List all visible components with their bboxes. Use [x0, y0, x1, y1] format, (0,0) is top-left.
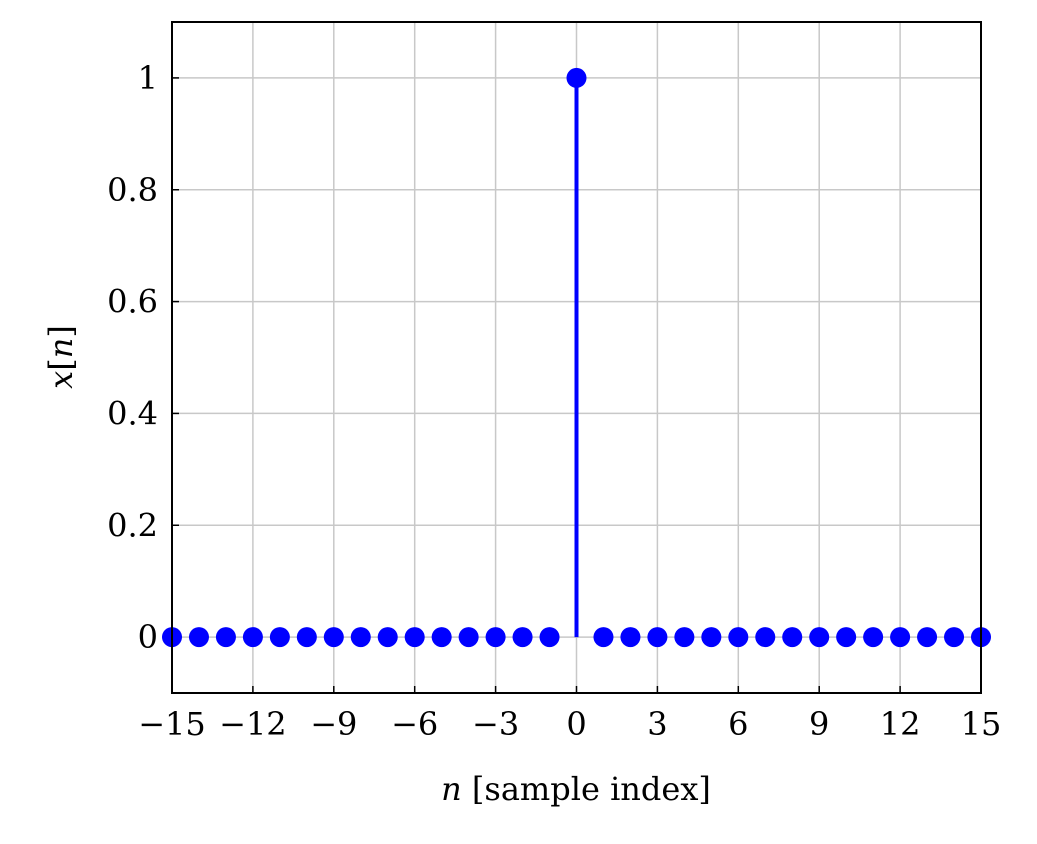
stem-marker: [323, 627, 344, 648]
stem-marker: [944, 627, 965, 648]
y-axis-label-variable: x: [42, 371, 80, 389]
y-tick-label: 0.4: [107, 394, 158, 432]
stem-marker: [458, 627, 479, 648]
stem-marker: [674, 627, 695, 648]
x-tick-label: 9: [809, 705, 829, 743]
x-tick-label: 6: [728, 705, 748, 743]
stem-marker: [350, 627, 371, 648]
y-tick-labels: 0 0.2 0.4 0.6 0.8 1: [107, 59, 158, 656]
y-axis-label-index: n: [42, 338, 80, 359]
markers: [162, 67, 991, 648]
x-tick-label: −3: [472, 705, 519, 743]
y-axis-label-open-bracket: [: [42, 358, 80, 370]
stem-marker: [647, 627, 668, 648]
stem-marker: [512, 627, 533, 648]
x-axis-label-variable: n: [441, 770, 462, 808]
stem-marker: [755, 627, 776, 648]
x-tick-label: −15: [138, 705, 206, 743]
stem-marker: [242, 627, 263, 648]
stem-marker: [296, 627, 317, 648]
stem-marker: [269, 627, 290, 648]
y-tick-label: 0: [138, 618, 158, 656]
stems: [574, 77, 579, 638]
stem-marker: [701, 627, 722, 648]
x-tick-label: 0: [566, 705, 586, 743]
x-tick-label: 3: [647, 705, 667, 743]
y-tick-label: 1: [138, 59, 158, 97]
stem-marker: [377, 627, 398, 648]
y-tick-label: 0.6: [107, 283, 158, 321]
stem-marker: [485, 627, 506, 648]
stem-marker: [215, 627, 236, 648]
stem-marker: [917, 627, 938, 648]
stem-marker: [539, 627, 560, 648]
stem-marker: [404, 627, 425, 648]
stem-marker: [431, 627, 452, 648]
plot-frame: [171, 21, 982, 694]
stem-marker: [593, 627, 614, 648]
stem-marker: [863, 627, 884, 648]
x-tick-label: −6: [391, 705, 438, 743]
x-axis-label-description: [sample index]: [462, 770, 711, 808]
x-tick-label: 12: [880, 705, 921, 743]
y-axis-label-close-bracket: ]: [42, 325, 80, 337]
x-tick-label: −12: [219, 705, 287, 743]
stem-marker: [188, 627, 209, 648]
x-tick-label: −9: [310, 705, 357, 743]
y-tick-label: 0.8: [107, 171, 158, 209]
y-tick-label: 0.2: [107, 506, 158, 544]
stem-marker: [890, 627, 911, 648]
stem-marker: [566, 67, 587, 88]
stem-marker: [836, 627, 857, 648]
x-tick-label: 15: [961, 705, 1002, 743]
x-axis-label: n [sample index]: [441, 770, 711, 808]
y-axis-label: x[n]: [42, 325, 80, 389]
stem-marker: [782, 627, 803, 648]
stem-marker: [809, 627, 830, 648]
stem-marker: [620, 627, 641, 648]
stem-marker: [728, 627, 749, 648]
x-tick-labels: −15 −12 −9 −6 −3 0 3 6 9 12 15: [138, 705, 1001, 743]
